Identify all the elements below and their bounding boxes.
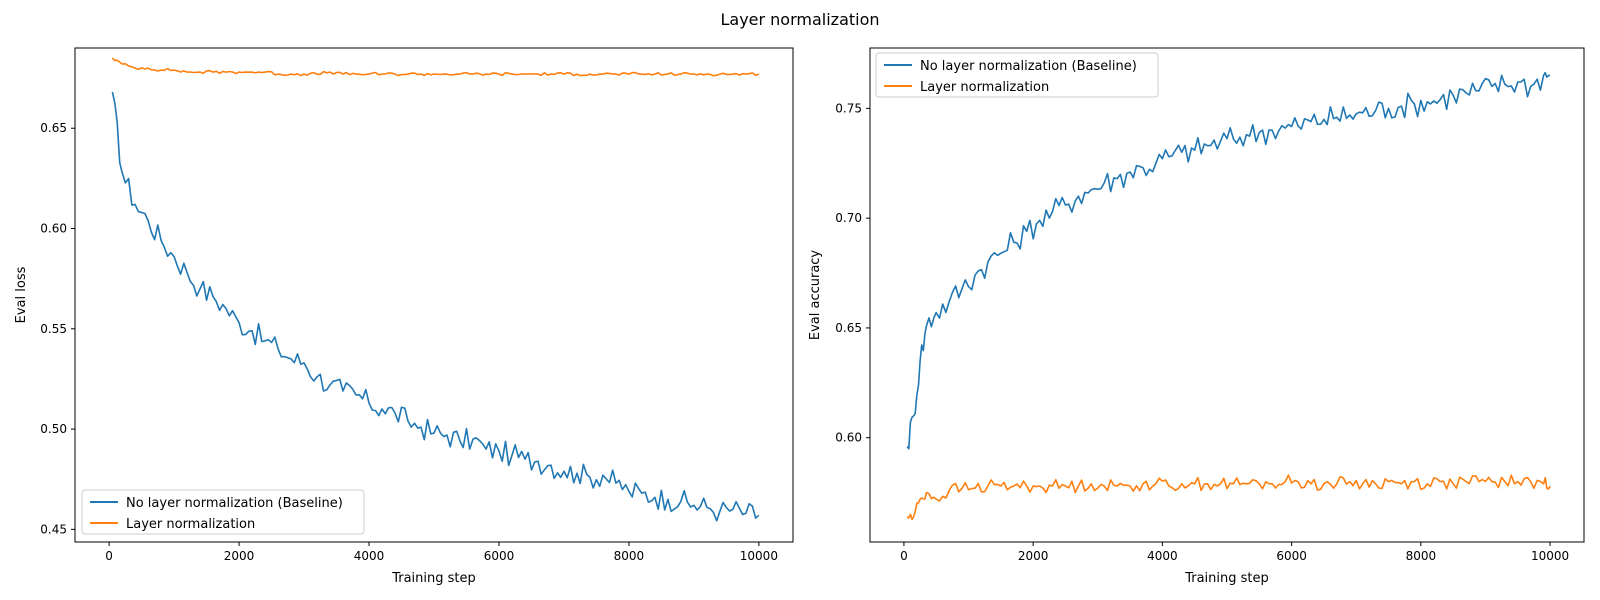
legend-label-layernorm: Layer normalization [920,80,1049,95]
loss-y-tick-label: 0.55 [40,322,67,336]
legend-label-baseline: No layer normalization (Baseline) [920,59,1137,74]
loss-series-baseline-line [111,91,760,522]
legend-frame [81,489,365,535]
accuracy-x-tick-label: 6000 [1276,549,1307,563]
loss-x-tick-label: 0 [105,549,113,563]
loss-x-tick-label: 10000 [740,549,778,563]
accuracy-y-tick-label: 0.75 [835,101,862,115]
accuracy-x-axis-label: Training step [1184,571,1269,586]
loss-series-layernorm-line [111,57,760,77]
accuracy-x-tick-label: 0 [900,549,908,563]
loss-x-tick-label: 2000 [224,549,255,563]
accuracy-y-tick-label: 0.70 [835,211,862,225]
accuracy-y-axis-label: Eval accuracy [808,250,823,341]
loss-axes-frame [74,47,794,543]
plot-area: 0 2000 4000 6000 8000 10000 0.60 0.65 0.70 0.75 [835,47,1585,563]
loss-y-axis-label: Eval loss [14,266,29,323]
loss-y-tick-label: 0.60 [40,222,67,236]
loss-y-tick-label: 0.45 [40,522,67,536]
loss-panel: 0 2000 4000 6000 8000 10000 0.45 0.50 0.55 0.60 0.… [14,47,794,586]
legend-label-layernorm: Layer normalization [126,517,255,532]
loss-x-tick-label: 4000 [354,549,385,563]
accuracy-panel: 0 2000 4000 6000 8000 10000 0.60 0.65 0.70 0.75 T… [808,47,1585,586]
accuracy-y-tick-label: 0.65 [835,321,862,335]
loss-y-tick-label: 0.65 [40,121,67,135]
accuracy-series-baseline-line [906,71,1551,450]
accuracy-series-layernorm-line [906,474,1551,521]
legend-frame [875,52,1159,98]
loss-x-axis-label: Training step [391,571,476,586]
accuracy-x-tick-label: 2000 [1018,549,1049,563]
loss-x-tick-label: 6000 [484,549,515,563]
loss-y-tick-label: 0.50 [40,422,67,436]
accuracy-x-tick-label: 4000 [1147,549,1178,563]
accuracy-axes-frame [869,47,1585,543]
loss-legend: No layer normalization (Baseline) Layer … [81,489,365,535]
accuracy-x-tick-label: 10000 [1531,549,1569,563]
loss-x-tick-label: 8000 [614,549,645,563]
accuracy-y-tick-label: 0.60 [835,431,862,445]
accuracy-legend: No layer normalization (Baseline) Layer … [875,52,1159,98]
figure-title: Layer normalization [720,10,879,29]
accuracy-x-tick-label: 8000 [1406,549,1437,563]
plot-area: 0 2000 4000 6000 8000 10000 0.45 0.50 0.55 0.60 0.… [40,47,794,563]
legend-label-baseline: No layer normalization (Baseline) [126,496,343,511]
